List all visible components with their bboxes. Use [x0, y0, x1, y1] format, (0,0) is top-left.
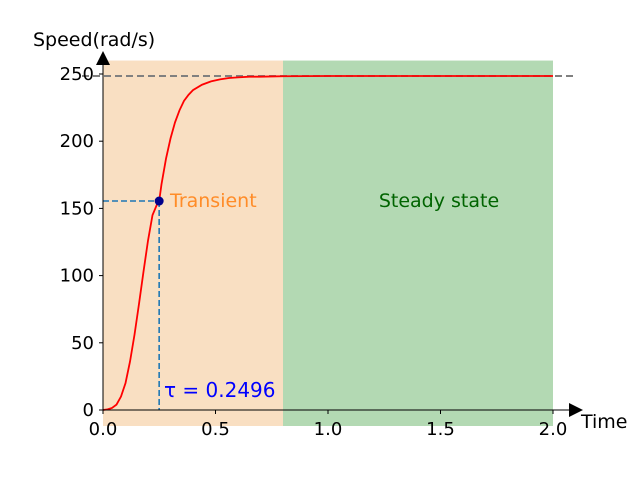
- y-tick-label-4: 200: [60, 131, 94, 152]
- region-label-1: Steady state: [379, 190, 499, 212]
- y-tick-label-2: 100: [60, 266, 94, 287]
- labels: Speed(rad/s) Time Transient Steady state τ =…: [33, 29, 628, 433]
- tau-marker: [154, 196, 164, 206]
- x-tick-label-4: 2.0: [539, 419, 568, 440]
- y-tick-label-1: 50: [71, 333, 94, 354]
- y-axis-title: Speed(rad/s): [33, 29, 155, 51]
- tau-label: τ = 0.2496: [164, 378, 276, 402]
- x-tick-label-3: 1.5: [426, 419, 455, 440]
- x-axis-arrow: [569, 403, 583, 417]
- regions-layer: [103, 60, 553, 427]
- y-tick-label-5: 250: [60, 64, 94, 85]
- y-axis-arrow: [96, 51, 110, 65]
- region-0: [103, 60, 283, 427]
- y-tick-label-0: 0: [83, 400, 94, 421]
- x-tick-label-1: 0.5: [201, 419, 230, 440]
- ticks: 0.0 0.5 1.0 1.5 2.0 0 50 100 150 200 250: [60, 64, 568, 440]
- x-tick-label-2: 1.0: [314, 419, 343, 440]
- y-tick-label-3: 150: [60, 198, 94, 219]
- x-axis-title: Time: [580, 411, 628, 433]
- series-line-0: [102, 75, 553, 411]
- region-label-0: Transient: [169, 190, 257, 212]
- axes: [96, 51, 583, 417]
- region-1: [283, 60, 553, 427]
- x-tick-label-0: 0.0: [89, 419, 118, 440]
- series-layer: [102, 75, 553, 411]
